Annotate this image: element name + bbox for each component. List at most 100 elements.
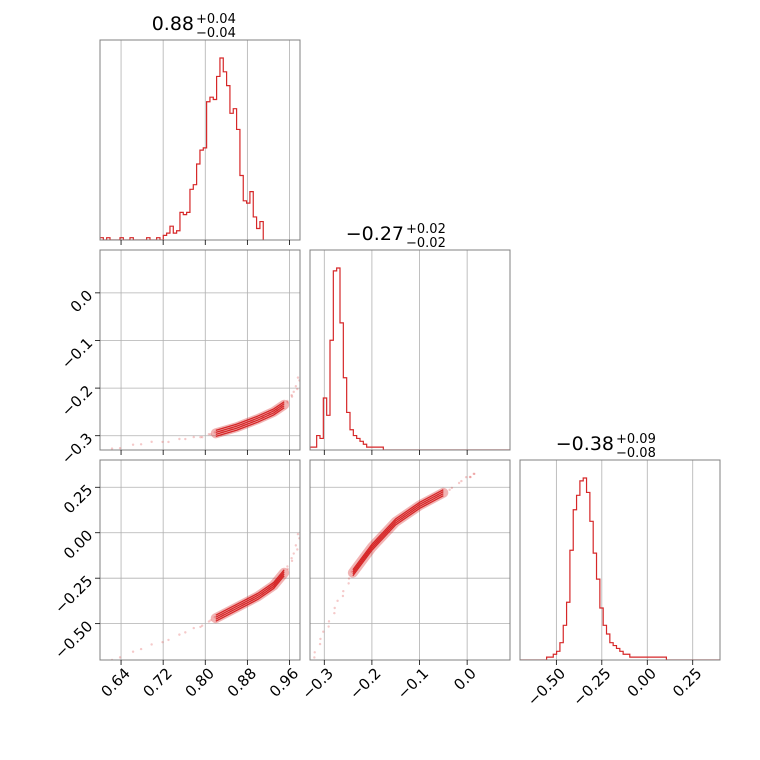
sample-point <box>150 440 153 444</box>
grid <box>120 40 290 240</box>
x-tick-label: 0.25 <box>669 664 705 700</box>
x-tick-label: −0.3 <box>299 664 337 702</box>
sample-point <box>319 637 322 641</box>
plot-area <box>310 267 510 450</box>
x-ticks <box>555 660 694 665</box>
sample-point <box>313 656 316 659</box>
sample-point <box>313 651 316 654</box>
sample-point <box>209 619 212 622</box>
sample-point <box>200 435 204 439</box>
sample-point <box>460 479 463 483</box>
sample-point <box>184 631 187 634</box>
contour-line <box>215 407 285 437</box>
y-tick-label: −0.1 <box>58 334 96 372</box>
panel-frame <box>309 249 511 451</box>
sample-point <box>472 472 475 476</box>
sample-point <box>192 435 195 439</box>
sample-point <box>118 656 122 659</box>
x-tick-label: 0.96 <box>266 664 302 700</box>
sample-point <box>192 626 195 630</box>
title-median: −0.38 <box>556 433 614 455</box>
title-1: −0.27 +0.02−0.02 <box>346 222 446 251</box>
sample-point <box>199 435 202 439</box>
sample-point <box>336 599 339 603</box>
sample-point <box>213 431 216 434</box>
panel-frame <box>309 459 511 661</box>
histogram-step-2 <box>520 477 720 660</box>
x-tick-label: 0.80 <box>182 664 218 700</box>
x-tick-label: 0.00 <box>624 664 660 700</box>
x-ticks <box>95 292 290 455</box>
y-tick-label: 0.25 <box>60 481 96 517</box>
sample-point <box>178 633 181 636</box>
sample-point <box>448 488 451 492</box>
panel-1-0 <box>95 249 301 455</box>
title-plus: +0.09 <box>616 432 656 447</box>
sample-point <box>286 401 290 404</box>
sample-point <box>207 620 211 623</box>
contour-line <box>215 573 285 620</box>
x-ticks <box>120 240 290 245</box>
panel-frame <box>99 249 301 451</box>
sample-point <box>342 589 345 593</box>
plot-area <box>110 532 300 660</box>
sample-point <box>161 440 164 444</box>
contour-line <box>352 493 444 575</box>
sample-point <box>292 390 295 394</box>
sample-point <box>207 433 211 436</box>
panel-1-1 <box>309 249 511 455</box>
panel-0-0 <box>99 39 301 245</box>
sample-point <box>290 394 293 397</box>
sample-point <box>110 447 114 450</box>
sample-point <box>341 594 345 598</box>
sample-point <box>450 486 454 490</box>
plot-area <box>313 472 476 659</box>
x-tick-label: 0.64 <box>97 664 133 700</box>
sample-point <box>473 472 476 476</box>
y-tick-label: 0.0 <box>67 286 97 316</box>
title-minus: −0.08 <box>616 446 656 461</box>
contour-line <box>352 495 444 577</box>
sample-point <box>294 385 298 388</box>
title-0: 0.88 +0.04−0.04 <box>152 12 236 41</box>
sample-point <box>286 567 290 571</box>
contour-line <box>352 489 444 571</box>
contour-band <box>210 399 290 439</box>
sample-point <box>213 615 216 619</box>
sample-point <box>322 630 325 633</box>
sample-point <box>296 376 300 379</box>
sample-point <box>286 565 289 568</box>
sample-point <box>131 443 135 446</box>
contour-line <box>215 571 285 618</box>
sample-point <box>209 433 212 436</box>
histogram-step-0 <box>100 57 264 240</box>
histogram-step-1 <box>310 267 510 450</box>
x-tick-label: 0.88 <box>224 664 260 700</box>
y-tick-label: 0.00 <box>60 526 96 562</box>
x-tick-label: −0.1 <box>394 664 432 702</box>
sample-point <box>290 556 293 560</box>
sample-point <box>457 481 461 485</box>
sample-point <box>139 647 143 651</box>
title-minus: −0.02 <box>406 236 446 251</box>
sample-point <box>178 437 181 441</box>
contour-line <box>215 401 285 431</box>
sample-point <box>333 606 336 610</box>
title-plus: +0.02 <box>406 222 446 237</box>
sample-point <box>327 620 331 623</box>
sample-point <box>292 552 295 555</box>
title-median: 0.88 <box>152 13 194 35</box>
sample-point <box>296 387 299 391</box>
sample-point <box>347 582 350 585</box>
plot-area <box>100 376 300 450</box>
x-tick-label: −0.50 <box>524 664 569 709</box>
y-tick-label: −0.3 <box>58 429 96 467</box>
x-tick-label: 0.72 <box>140 664 176 700</box>
x-tick-label: −0.25 <box>569 664 614 709</box>
title-2: −0.38 +0.09−0.08 <box>556 432 656 461</box>
contour-line <box>215 405 285 435</box>
sample-point <box>464 475 468 479</box>
sample-point <box>296 548 299 551</box>
grid <box>100 250 300 450</box>
